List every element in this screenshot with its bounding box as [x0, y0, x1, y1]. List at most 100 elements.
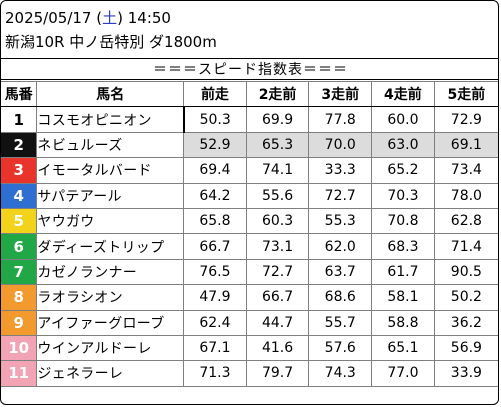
speed-index-value: 72.7	[245, 258, 310, 286]
header-row: 馬番 馬名 前走 2走前 3走前 4走前 5走前	[1, 80, 498, 108]
speed-index-value: 73.4	[433, 157, 498, 184]
speed-index-value: 67.1	[183, 334, 247, 362]
speed-index-value: 65.3	[245, 131, 310, 159]
speed-index-value: 36.2	[433, 309, 498, 336]
race-weekday: 土	[102, 9, 118, 27]
speed-index-value: 33.9	[433, 360, 498, 387]
speed-index-value: 72.9	[433, 106, 498, 133]
speed-index-value: 65.1	[371, 334, 435, 362]
speed-index-value: 50.3	[183, 106, 247, 133]
col-header-last: 前走	[183, 80, 247, 108]
speed-index-value: 71.3	[183, 360, 247, 387]
horse-number: 9	[1, 309, 38, 336]
speed-index-value: 72.7	[308, 182, 373, 209]
speed-index-value: 77.0	[371, 360, 435, 387]
table-row: 9 アイファーグローブ 62.4 44.7 55.7 58.8 36.2	[1, 309, 498, 336]
speed-index-value: 68.6	[308, 284, 373, 311]
table-title: ＝＝＝スピード指数表＝＝＝	[1, 58, 498, 80]
speed-index-value: 62.4	[183, 309, 247, 336]
speed-index-value: 65.2	[371, 157, 435, 184]
race-time: 14:50	[127, 9, 171, 27]
horse-name: ラオラシオン	[36, 284, 185, 311]
speed-index-value: 62.0	[308, 233, 373, 260]
speed-index-value: 90.5	[433, 258, 498, 286]
table-row: 6 ダディーズトリップ 66.7 73.1 62.0 68.3 71.4	[1, 233, 498, 260]
horse-name: ウインアルドーレ	[36, 334, 185, 362]
table-row: 5 ヤウガウ 65.8 60.3 55.3 70.8 62.8	[1, 207, 498, 235]
horse-number: 11	[1, 360, 38, 387]
horse-name: ネビュルーズ	[36, 131, 185, 159]
speed-index-value: 58.8	[371, 309, 435, 336]
table-row: 11 ジェネラーレ 71.3 79.7 74.3 77.0 33.9	[1, 360, 498, 387]
speed-index-value: 70.0	[308, 131, 373, 159]
speed-index-value: 61.7	[371, 258, 435, 286]
speed-index-value: 74.3	[308, 360, 373, 387]
col-header-name: 馬名	[36, 80, 185, 108]
speed-index-value: 69.1	[433, 131, 498, 159]
race-info: 新潟10R 中ノ岳特別 ダ1800m	[5, 33, 217, 51]
table-row: 1 コスモオピニオン 50.3 69.9 77.8 60.0 72.9	[1, 106, 498, 133]
speed-index-value: 76.5	[183, 258, 247, 286]
speed-index-value: 60.0	[371, 106, 435, 133]
speed-index-value: 74.1	[245, 157, 310, 184]
speed-index-value: 78.0	[433, 182, 498, 209]
horse-name: サパテアール	[36, 182, 185, 209]
horse-number: 8	[1, 284, 38, 311]
speed-index-value: 79.7	[245, 360, 310, 387]
race-datetime: 2025/05/17 (土) 14:50	[5, 9, 171, 27]
speed-index-value: 47.9	[183, 284, 247, 311]
speed-index-value: 41.6	[245, 334, 310, 362]
speed-index-value: 66.7	[183, 233, 247, 260]
horse-name: ジェネラーレ	[36, 360, 185, 387]
speed-index-value: 73.1	[245, 233, 310, 260]
speed-index-value: 55.6	[245, 182, 310, 209]
table-row: 7 カゼノランナー 76.5 72.7 63.7 61.7 90.5	[1, 258, 498, 286]
horse-number: 2	[1, 131, 38, 159]
horse-number: 5	[1, 207, 38, 235]
speed-index-value: 63.0	[371, 131, 435, 159]
col-header-2back: 2走前	[245, 80, 310, 108]
speed-index-value: 56.9	[433, 334, 498, 362]
speed-index-value: 64.2	[183, 182, 247, 209]
horse-name: イモータルバード	[36, 157, 185, 184]
race-date: 2025/05/17	[5, 9, 92, 27]
speed-index-value: 50.2	[433, 284, 498, 311]
speed-index-table: 馬番 馬名 前走 2走前 3走前 4走前 5走前 1 コスモオピニオン 50.3 69…	[1, 80, 498, 387]
col-header-number: 馬番	[1, 80, 38, 108]
horse-number: 6	[1, 233, 38, 260]
speed-index-value: 65.8	[183, 207, 247, 235]
speed-index-value: 58.1	[371, 284, 435, 311]
speed-index-value: 62.8	[433, 207, 498, 235]
table-row: 8 ラオラシオン 47.9 66.7 68.6 58.1 50.2	[1, 284, 498, 311]
horse-number: 3	[1, 157, 38, 184]
speed-index-value: 69.9	[245, 106, 310, 133]
horse-name: アイファーグローブ	[36, 309, 185, 336]
speed-index-value: 52.9	[183, 131, 247, 159]
speed-index-value: 68.3	[371, 233, 435, 260]
speed-index-value: 57.6	[308, 334, 373, 362]
speed-index-value: 44.7	[245, 309, 310, 336]
speed-index-value: 70.3	[371, 182, 435, 209]
speed-index-value: 70.8	[371, 207, 435, 235]
horse-name: ヤウガウ	[36, 207, 185, 235]
speed-index-value: 55.3	[308, 207, 373, 235]
col-header-5back: 5走前	[433, 80, 498, 108]
table-row: 4 サパテアール 64.2 55.6 72.7 70.3 78.0	[1, 182, 498, 209]
table-row: 3 イモータルバード 69.4 74.1 33.3 65.2 73.4	[1, 157, 498, 184]
col-header-3back: 3走前	[308, 80, 373, 108]
horse-number: 4	[1, 182, 38, 209]
table-row: 2 ネビュルーズ 52.9 65.3 70.0 63.0 69.1	[1, 131, 498, 159]
horse-name: ダディーズトリップ	[36, 233, 185, 260]
speed-index-value: 71.4	[433, 233, 498, 260]
speed-index-value: 63.7	[308, 258, 373, 286]
horse-number: 7	[1, 258, 38, 286]
speed-index-value: 66.7	[245, 284, 310, 311]
speed-index-value: 55.7	[308, 309, 373, 336]
horse-number: 10	[1, 334, 38, 362]
col-header-4back: 4走前	[371, 80, 435, 108]
horse-name: コスモオピニオン	[36, 106, 185, 133]
speed-index-value: 60.3	[245, 207, 310, 235]
table-row: 10 ウインアルドーレ 67.1 41.6 57.6 65.1 56.9	[1, 334, 498, 362]
speed-index-value: 69.4	[183, 157, 247, 184]
speed-index-value: 77.8	[308, 106, 373, 133]
